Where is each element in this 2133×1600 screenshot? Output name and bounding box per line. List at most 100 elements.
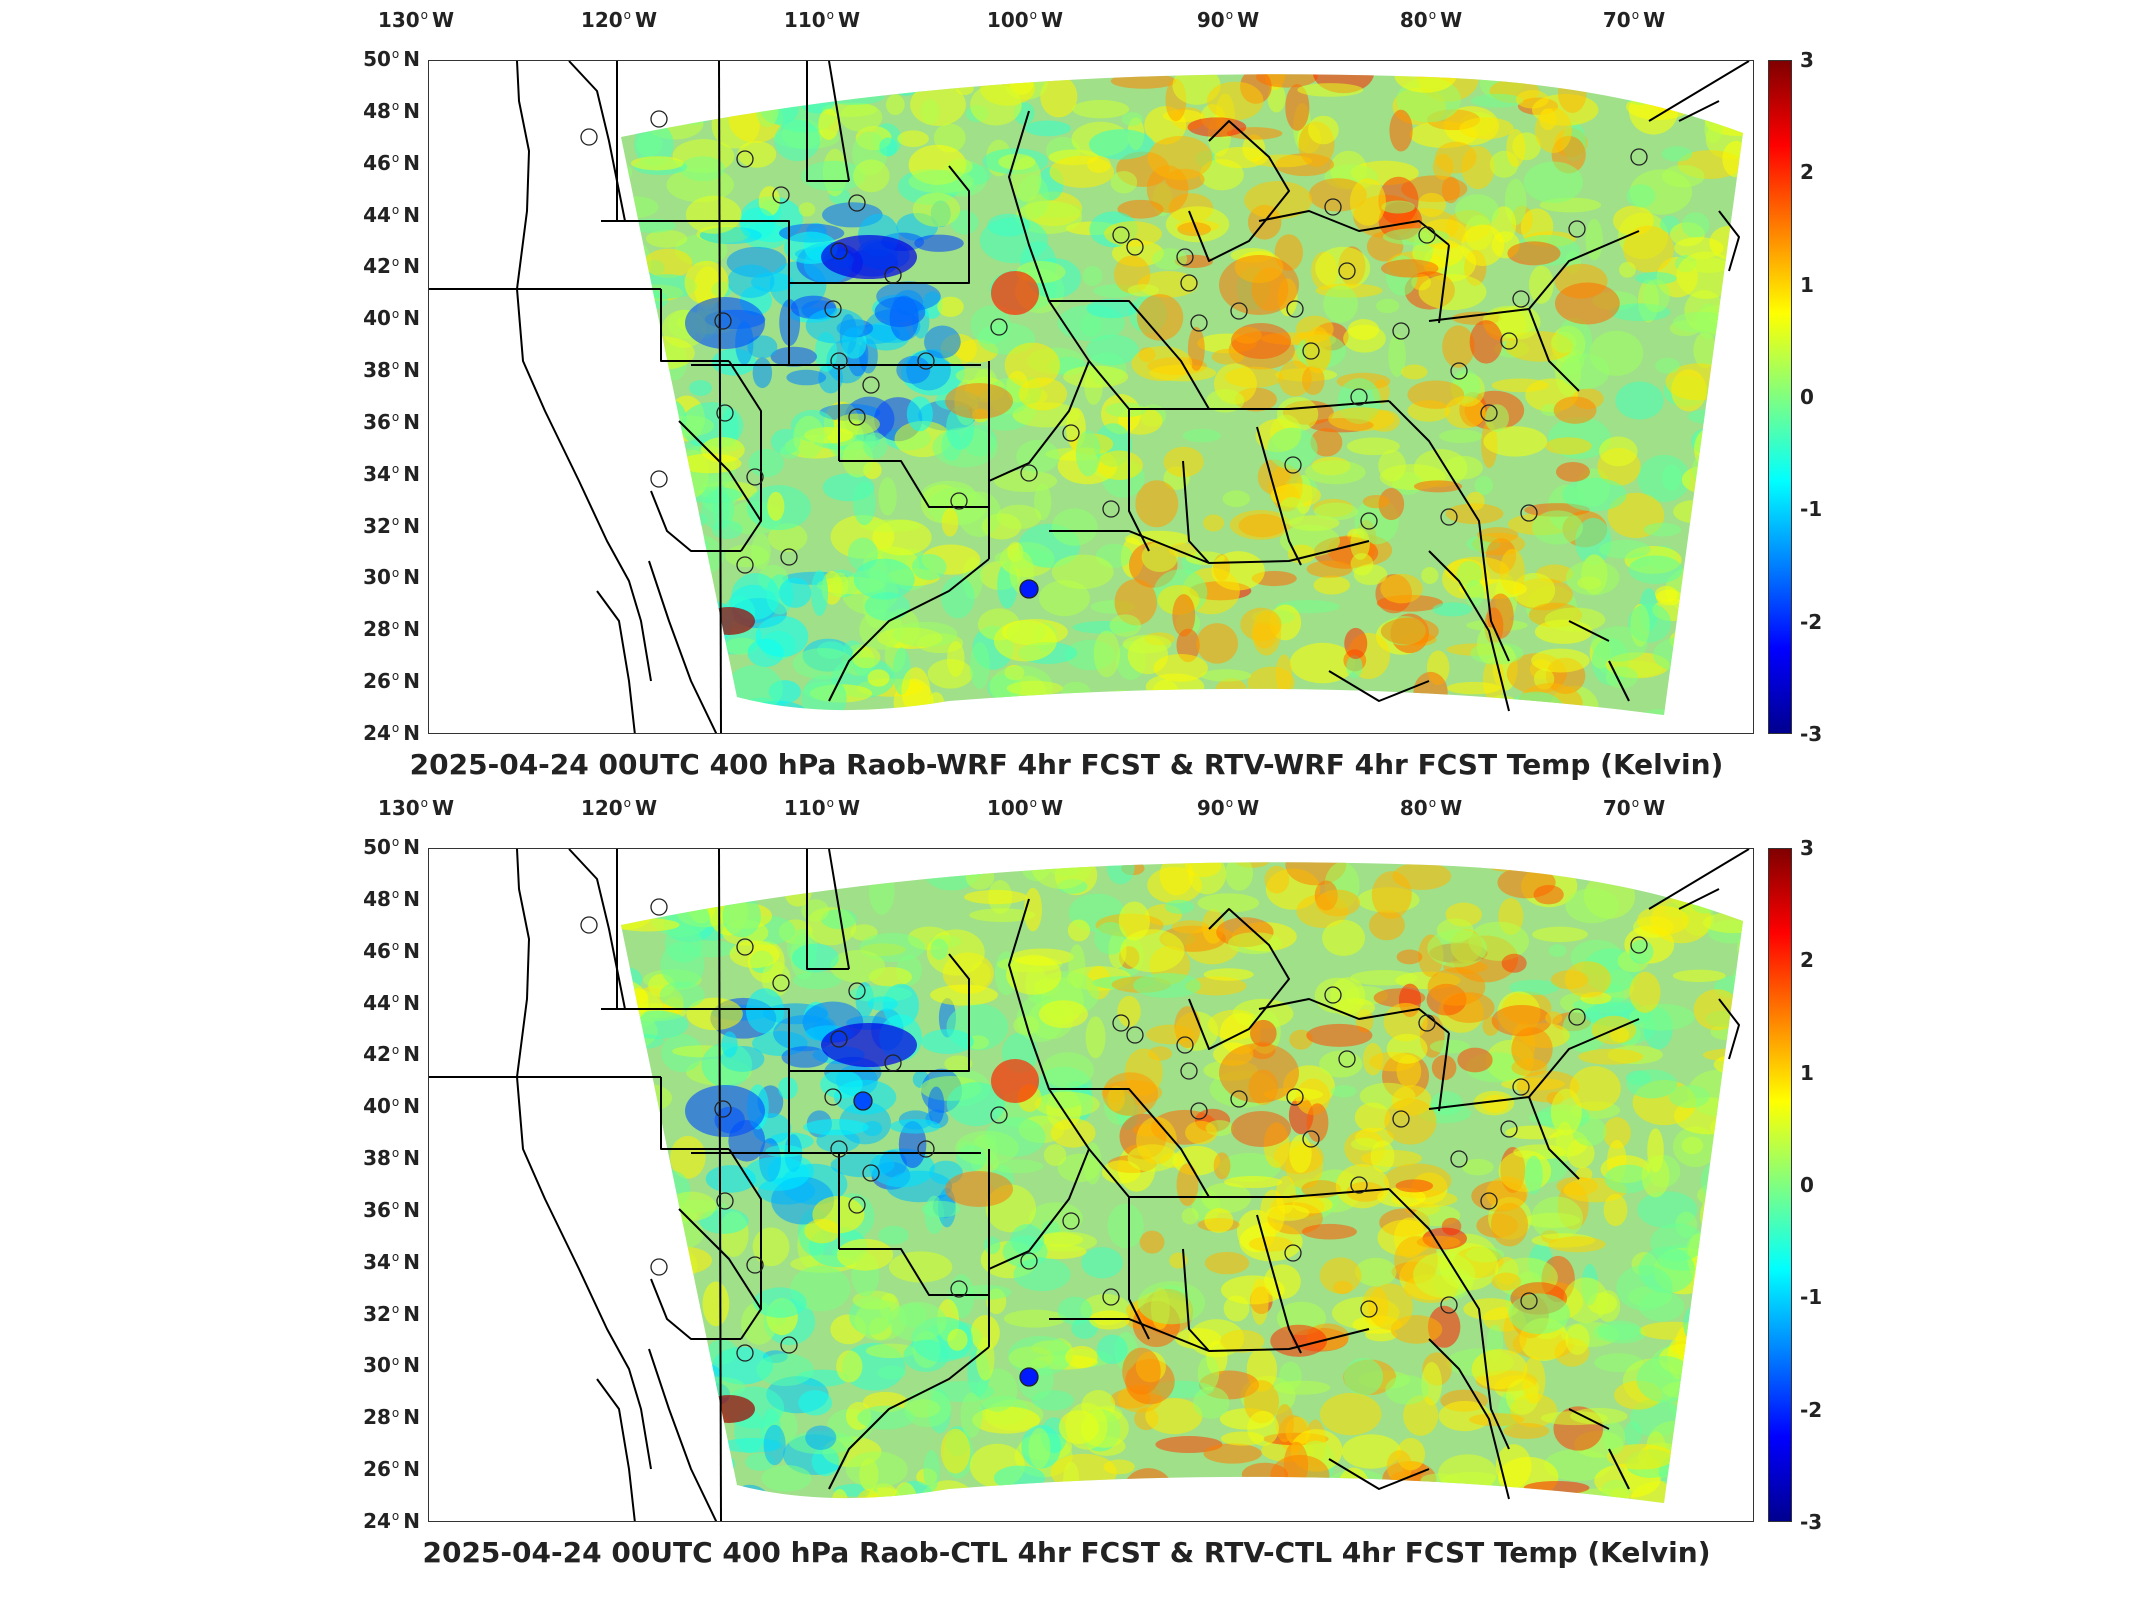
field-cell — [1172, 594, 1196, 637]
field-cell — [664, 415, 714, 437]
border-line — [1438, 1032, 1450, 1112]
border-line — [1648, 849, 1750, 910]
field-cell — [1456, 560, 1483, 588]
degree-symbol: o — [826, 796, 835, 811]
field-cell — [897, 130, 929, 147]
field-cell — [621, 1159, 629, 1194]
field-cell — [1687, 1312, 1719, 1356]
field-cell — [1006, 954, 1062, 995]
border-line — [1049, 1088, 1210, 1198]
field-cell — [1319, 1257, 1362, 1294]
field-cell — [1699, 1194, 1738, 1238]
raob-station-marker — [736, 938, 754, 956]
raob-stations — [580, 110, 1648, 599]
field-cell — [731, 76, 787, 110]
field-cell — [1203, 514, 1225, 532]
raob-station-marker — [1418, 226, 1436, 244]
field-cell — [1067, 919, 1091, 942]
lat-hemisphere: N — [403, 461, 420, 486]
degree-symbol: o — [391, 1353, 400, 1368]
field-cell — [1717, 373, 1743, 388]
warm-anomaly — [1231, 1111, 1291, 1147]
field-cell — [1545, 1011, 1563, 1025]
field-cell — [1639, 1321, 1706, 1340]
map-svg-top — [429, 61, 1750, 733]
lon-hemisphere: W — [1440, 8, 1463, 32]
field-cell — [865, 1483, 903, 1503]
raob-station-marker — [780, 1336, 798, 1354]
colorbar-tick-label: -2 — [1800, 609, 1823, 634]
field-cell — [1228, 932, 1282, 955]
degree-symbol: o — [391, 939, 400, 954]
field-cell — [1693, 332, 1717, 369]
degree-symbol: o — [391, 513, 400, 528]
field-cell — [1403, 1395, 1439, 1436]
field-cell — [921, 1200, 961, 1218]
field-cell — [1185, 976, 1247, 996]
raob-station-marker — [1520, 1292, 1538, 1310]
map-svg-bottom — [429, 849, 1750, 1521]
field-cell — [853, 709, 893, 715]
colorbar-tick-label: -1 — [1800, 497, 1823, 522]
field-cell — [1376, 298, 1400, 314]
raob-station-marker — [917, 352, 935, 370]
field-cell — [836, 1238, 894, 1271]
field-cell — [885, 94, 905, 116]
field-cell — [1590, 626, 1648, 662]
field-cell — [1548, 944, 1567, 958]
field-cell — [1310, 428, 1343, 457]
field-cell — [960, 1392, 983, 1438]
cold-anomaly — [821, 235, 917, 279]
field-cell — [1386, 1450, 1413, 1483]
raob-station-marker — [848, 1196, 866, 1214]
field-cell — [666, 510, 707, 530]
field-cell — [1682, 593, 1701, 622]
field-cell — [923, 1449, 940, 1492]
border-line — [1438, 244, 1450, 324]
field-cell — [964, 889, 1028, 905]
warm-anomaly — [991, 1059, 1039, 1103]
field-cell — [1247, 666, 1295, 700]
raob-station-marker — [950, 492, 968, 510]
field-cell — [621, 460, 652, 496]
field-cell — [937, 296, 964, 317]
field-cell — [774, 119, 821, 162]
field-cell — [755, 615, 809, 658]
field-cell — [1503, 1423, 1550, 1439]
field-cell — [983, 1236, 1001, 1255]
raob-station-marker — [1062, 1212, 1080, 1230]
field-cell — [1050, 1453, 1117, 1492]
field-cell — [1225, 862, 1254, 891]
field-cell — [883, 74, 942, 93]
temperature-field — [621, 74, 1743, 715]
raob-station-marker — [1020, 1252, 1038, 1270]
field-cell — [794, 74, 840, 114]
field-cell — [1255, 74, 1318, 88]
field-cell — [1223, 1176, 1283, 1189]
field-cell — [701, 490, 735, 530]
field-cell — [1532, 510, 1584, 545]
lat-hemisphere: N — [403, 409, 420, 434]
state-borders — [429, 61, 1750, 733]
field-cell — [955, 367, 993, 384]
raob-station-marker — [650, 898, 668, 916]
field-cell — [1031, 1486, 1051, 1503]
field-cell — [1715, 490, 1743, 518]
lon-value: 90 — [1196, 796, 1225, 820]
field-cell — [1738, 1165, 1743, 1202]
field-cell — [1517, 683, 1583, 715]
border-line — [516, 849, 652, 1470]
field-cell — [1141, 541, 1178, 573]
degree-symbol: o — [1029, 796, 1038, 811]
field-cell — [1038, 579, 1090, 617]
colorbar-tick-label: 2 — [1800, 160, 1814, 185]
border-line — [1718, 210, 1740, 272]
raob-station-marker — [716, 1192, 734, 1210]
degree-symbol: o — [391, 1042, 400, 1057]
field-cell — [1346, 654, 1363, 679]
field-cell — [1603, 1422, 1626, 1455]
border-line — [1049, 530, 1370, 564]
field-cell — [1697, 548, 1743, 563]
map-frame-top — [428, 60, 1754, 734]
lon-value: 80 — [1399, 796, 1428, 820]
